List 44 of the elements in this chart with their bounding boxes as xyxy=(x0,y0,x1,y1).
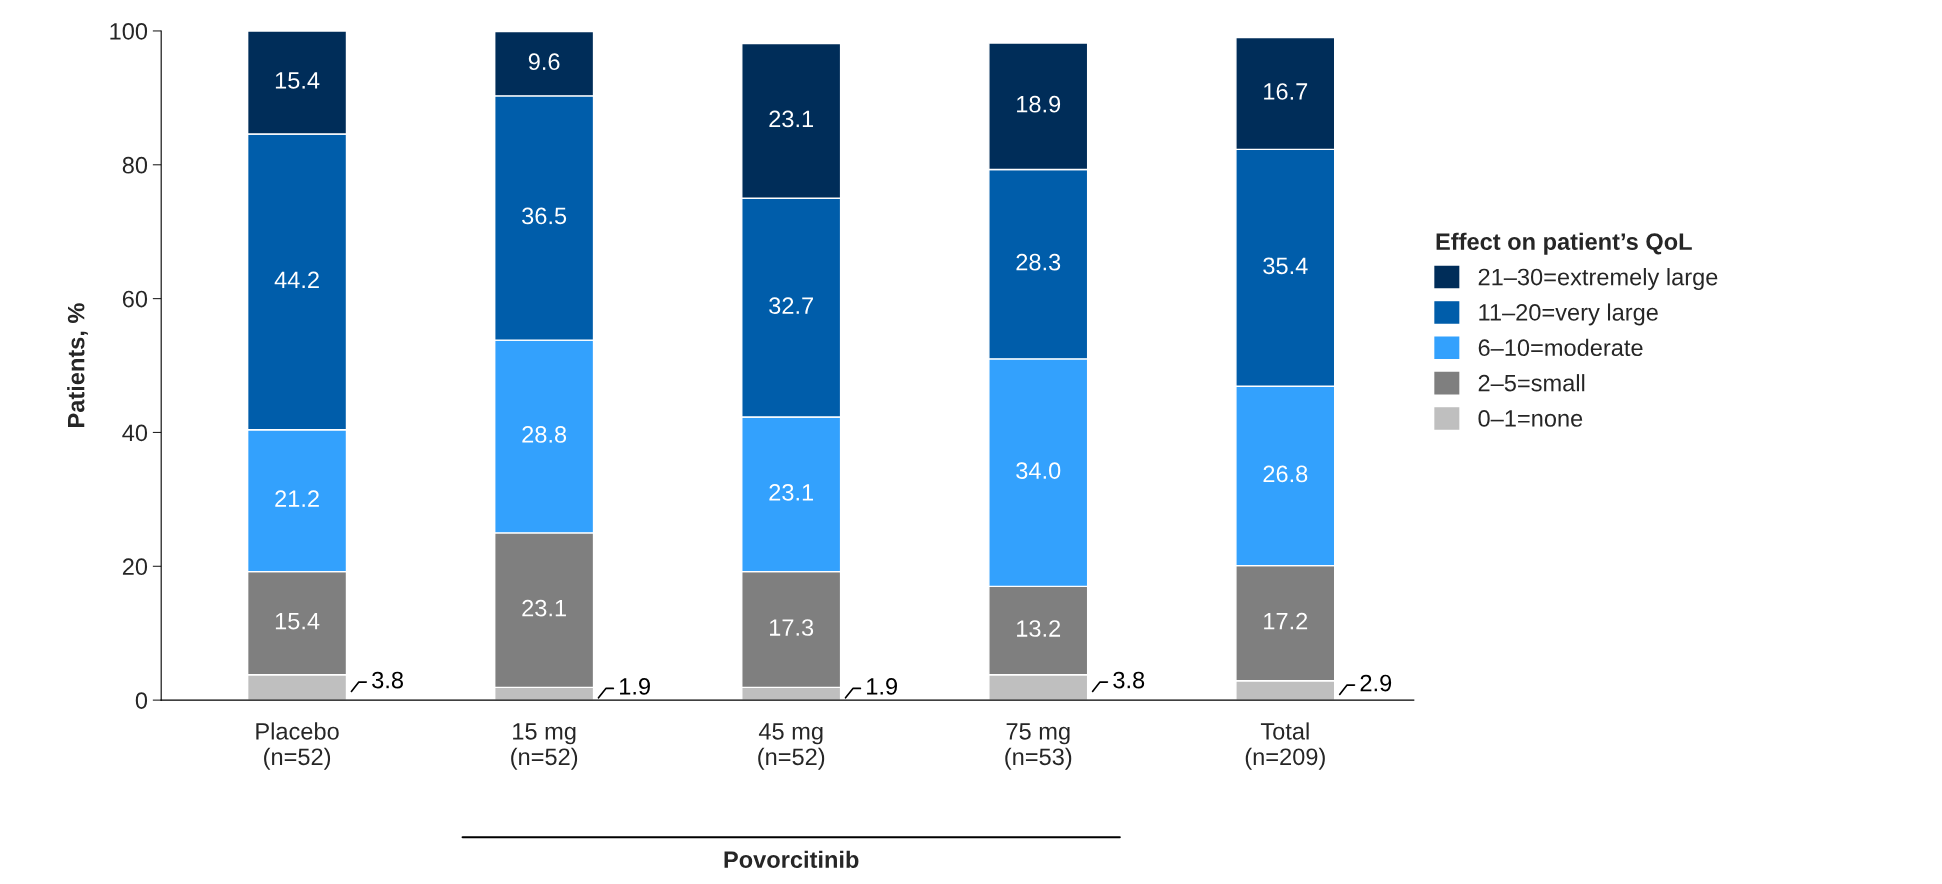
data-label: 3.8 xyxy=(372,671,403,689)
y-tick-label: 100 xyxy=(110,23,148,40)
data-label: 16.7 xyxy=(1264,83,1308,100)
y-tick-label: 60 xyxy=(122,290,148,308)
legend-title: Effect on patient’s QoL xyxy=(1436,232,1692,255)
legend-label: 0–1=none xyxy=(1478,410,1583,427)
data-label: 35.4 xyxy=(1263,257,1308,275)
x-tick-label: 15 mg (n=52) xyxy=(511,723,578,770)
data-label: 32.7 xyxy=(769,297,813,314)
data-label: 3.8 xyxy=(1113,671,1145,689)
y-axis-title: Patients, % xyxy=(67,303,88,427)
data-label: 34.0 xyxy=(1016,462,1061,479)
data-label: 28.3 xyxy=(1016,253,1061,271)
data-label: 21.2 xyxy=(275,490,319,507)
y-tick-label: 40 xyxy=(122,424,148,442)
x-tick-label: Placebo (n=52) xyxy=(256,722,339,770)
legend-label: 21–30=extremely large xyxy=(1478,268,1718,291)
data-label: 23.1 xyxy=(522,599,566,617)
x-tick-label: 75 mg (n=53) xyxy=(1005,723,1072,770)
data-label: 15.4 xyxy=(275,72,320,89)
data-label: 15.4 xyxy=(275,613,320,630)
data-label: 23.1 xyxy=(769,110,814,128)
text: Povorcitinib xyxy=(724,850,859,869)
legend-label: 11–20=very large xyxy=(1479,303,1658,326)
x-tick-label: Total (n=209) xyxy=(1245,722,1325,770)
data-label: 13.2 xyxy=(1017,620,1061,637)
data-label: 17.2 xyxy=(1264,612,1308,630)
y-tick-label: 20 xyxy=(122,558,148,576)
legend-label: 6–10=moderate xyxy=(1478,338,1643,357)
data-label: 28.8 xyxy=(522,426,567,443)
y-tick-label: 0 xyxy=(135,692,148,709)
data-label: 1.9 xyxy=(867,678,898,695)
data-label: 44.2 xyxy=(274,271,319,288)
data-label: 9.6 xyxy=(528,53,560,71)
data-label: 2.9 xyxy=(1360,674,1392,692)
data-label: 18.9 xyxy=(1017,95,1061,113)
data-label: 17.3 xyxy=(770,619,814,636)
legend-label: 2–5=small xyxy=(1478,374,1585,392)
y-tick-label: 80 xyxy=(122,156,148,174)
x-tick-label: 45 mg (n=52) xyxy=(758,723,825,770)
data-label: 1.9 xyxy=(620,678,650,695)
data-label: 26.8 xyxy=(1263,465,1308,483)
data-label: 36.5 xyxy=(522,207,567,225)
data-label: 23.1 xyxy=(769,483,814,501)
